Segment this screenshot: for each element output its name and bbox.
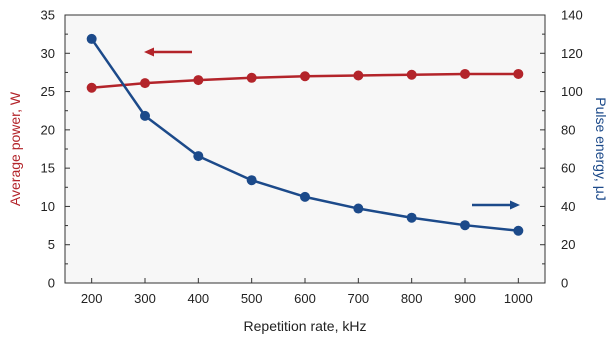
left-axis-title: Average power, W bbox=[7, 91, 23, 206]
x-tick-label: 200 bbox=[81, 291, 103, 306]
series-1-point bbox=[406, 69, 417, 80]
left-tick-label: 20 bbox=[41, 122, 55, 137]
right-tick-label: 0 bbox=[561, 276, 568, 291]
plot-frame bbox=[64, 14, 546, 284]
left-tick-label: 15 bbox=[41, 161, 55, 176]
series-2-point bbox=[406, 212, 417, 223]
ticks-layer: 200 300 400 500 600 700 800 900 1000051015202530… bbox=[41, 8, 583, 307]
right-tick-label: 40 bbox=[561, 199, 575, 214]
x-tick-label: 700 bbox=[347, 291, 369, 306]
right-axis-arrow bbox=[472, 200, 520, 210]
plot-background bbox=[65, 15, 545, 283]
left-tick-label: 30 bbox=[41, 46, 55, 61]
series-1-point bbox=[460, 68, 470, 79]
left-tick-label: 10 bbox=[41, 199, 55, 214]
left-axis-arrow-head bbox=[144, 47, 154, 57]
x-tick-label: 400 bbox=[187, 291, 209, 306]
left-tick-label: 5 bbox=[48, 237, 55, 252]
right-tick-label: 60 bbox=[561, 161, 575, 176]
series-1-point bbox=[300, 71, 310, 82]
series-1-point bbox=[353, 70, 364, 81]
series-1-point bbox=[513, 68, 524, 79]
series-2-point bbox=[513, 225, 524, 236]
x-tick-label: 300 bbox=[134, 291, 156, 306]
left-axis-arrow bbox=[144, 47, 192, 57]
left-tick-label: 35 bbox=[41, 8, 55, 23]
series-2-point bbox=[140, 110, 150, 121]
series-layer bbox=[86, 33, 524, 236]
series-2-point bbox=[86, 33, 97, 44]
x-tick-label: 1000 bbox=[504, 291, 533, 306]
right-tick-label: 80 bbox=[561, 122, 575, 137]
right-tick-label: 140 bbox=[561, 8, 583, 23]
x-tick-label: 500 bbox=[241, 291, 263, 306]
series-2-point bbox=[353, 203, 364, 214]
series-2-point bbox=[246, 175, 257, 186]
left-tick-label: 25 bbox=[41, 84, 55, 99]
x-tick-label: 600 bbox=[294, 291, 316, 306]
series-2-point bbox=[300, 191, 310, 202]
right-axis-arrow-head bbox=[510, 200, 520, 210]
series-1-point bbox=[140, 78, 150, 89]
series-1-point bbox=[246, 72, 257, 83]
right-tick-label: 100 bbox=[561, 84, 583, 99]
series-1-point bbox=[86, 82, 97, 93]
series-2-point bbox=[460, 220, 470, 231]
left-tick-label: 0 bbox=[48, 276, 55, 291]
right-tick-label: 120 bbox=[561, 46, 583, 61]
right-axis-title: Pulse energy, μJ bbox=[593, 97, 609, 201]
x-tick-label: 900 bbox=[454, 291, 476, 306]
series-2-point bbox=[193, 151, 204, 162]
right-tick-label: 20 bbox=[561, 237, 575, 252]
x-axis-title: Repetition rate, kHz bbox=[244, 318, 367, 334]
series-1-point bbox=[193, 75, 204, 86]
x-tick-label: 800 bbox=[401, 291, 423, 306]
